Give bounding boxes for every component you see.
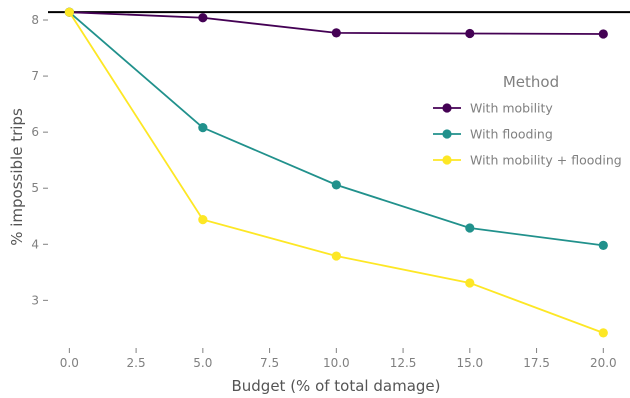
x-tick-label: 10.0: [323, 356, 350, 370]
legend-item-2: With mobility + flooding: [433, 153, 622, 168]
data-point: [331, 28, 341, 38]
legend-label: With mobility + flooding: [470, 153, 622, 168]
data-point: [465, 28, 475, 39]
y-tick-label: 8: [31, 13, 39, 27]
axes: 0.0 2.5 5.0 7.5 10.0 12.5 15.0 17.5 20.0 3 4 5 6 7 8: [31, 13, 616, 370]
y-tick-label: 7: [31, 69, 39, 83]
data-point: [331, 180, 341, 190]
x-axis-label: Budget (% of total damage): [231, 377, 440, 395]
legend: With mobility With flooding With mobility …: [433, 101, 622, 168]
legend-swatch-marker: [442, 103, 452, 113]
x-tick-label: 5.0: [193, 356, 212, 370]
legend-item-1: With flooding: [433, 127, 553, 142]
x-tick-label: 7.5: [260, 356, 279, 370]
data-point: [64, 7, 74, 17]
data-point: [331, 251, 341, 261]
x-tick-label: 0.0: [60, 356, 79, 370]
x-tick-label: 12.5: [390, 356, 417, 370]
data-point: [198, 215, 208, 225]
data-point: [598, 328, 608, 338]
data-point: [465, 223, 475, 233]
series-2: [64, 7, 608, 338]
series-1: [64, 7, 608, 250]
legend-swatch-marker: [442, 155, 452, 165]
data-point: [198, 123, 208, 133]
x-tick-label: 17.5: [523, 356, 550, 370]
data-point: [198, 13, 208, 23]
legend-label: With mobility: [470, 101, 553, 116]
x-tick-label: 2.5: [127, 356, 146, 370]
data-point: [598, 240, 608, 250]
y-axis-label: % impossible trips: [8, 108, 26, 246]
y-tick-label: 4: [31, 237, 39, 251]
legend-label: With flooding: [470, 127, 553, 142]
y-tick-label: 5: [31, 181, 39, 195]
legend-title: Method: [503, 73, 559, 91]
x-tick-label: 15.0: [456, 356, 483, 370]
legend-item-0: With mobility: [433, 101, 553, 116]
series-line: [68, 11, 604, 334]
data-point: [598, 29, 608, 39]
x-tick-label: 20.0: [590, 356, 617, 370]
y-tick-label: 6: [31, 125, 39, 139]
data-point: [465, 278, 475, 288]
y-tick-label: 3: [31, 293, 39, 307]
series-layer: [64, 7, 608, 338]
legend-swatch-marker: [442, 129, 452, 139]
